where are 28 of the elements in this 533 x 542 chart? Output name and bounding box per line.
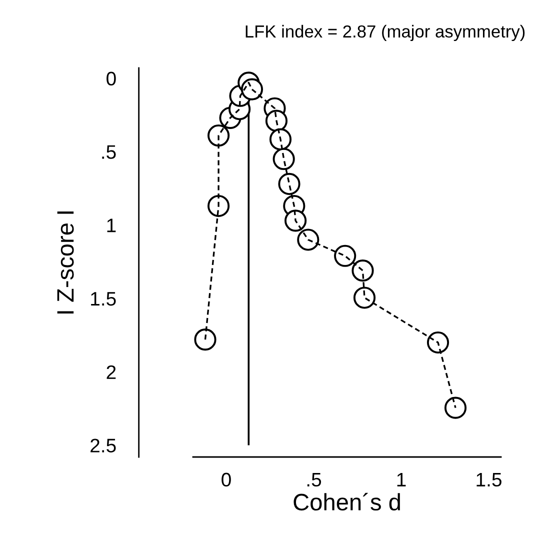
point: [334, 244, 356, 267]
point: [444, 396, 467, 419]
x-tick-label: 1.5: [476, 472, 502, 487]
point: [208, 124, 230, 147]
point: [284, 210, 307, 232]
point: [352, 260, 374, 282]
y-tick-label: 1: [107, 218, 116, 232]
point: [194, 328, 216, 351]
x-tick-label: 1: [397, 472, 406, 486]
y-tick-label: 2.5: [90, 438, 116, 452]
point: [265, 110, 288, 132]
point: [208, 194, 230, 218]
point: [278, 172, 300, 196]
point: [272, 148, 295, 170]
x-tick-label: 0: [222, 472, 231, 487]
point: [240, 78, 264, 100]
x-axis-title: Cohen´s d: [294, 492, 400, 511]
point: [297, 228, 320, 251]
point: [426, 331, 450, 354]
y-tick-label: .5: [102, 145, 116, 159]
chart-title: LFK index = 2.87 (major asymmetry): [246, 24, 525, 42]
point: [353, 286, 376, 309]
point: [269, 128, 292, 150]
y-tick-label: 1.5: [91, 292, 116, 306]
y-tick-label: 2: [106, 365, 116, 379]
y-axis-title: I Z-score I: [57, 212, 74, 314]
x-tick-label: .5: [307, 472, 322, 487]
y-tick-label: 0: [106, 72, 116, 86]
